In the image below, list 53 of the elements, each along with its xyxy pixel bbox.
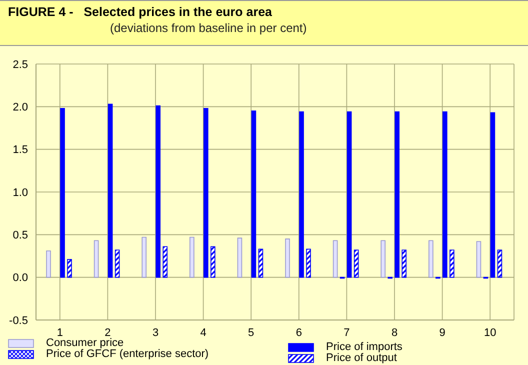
bar <box>285 238 290 278</box>
x-tick-label: 2 <box>104 326 111 339</box>
bar <box>394 111 400 278</box>
bar <box>60 108 65 278</box>
legend-label: Consumer price <box>46 337 124 349</box>
y-tick-label: 0.0 <box>12 272 28 284</box>
legend-label: Price of GFCF (enterprise sector) <box>46 348 209 360</box>
bar <box>490 112 496 278</box>
bar <box>94 240 99 278</box>
bar <box>306 248 311 278</box>
x-tick-label: 9 <box>439 326 446 339</box>
bar <box>108 104 113 278</box>
bar <box>156 105 161 278</box>
y-tick-label: -0.5 <box>9 314 28 327</box>
bar <box>497 250 502 278</box>
bar <box>402 250 407 278</box>
bar <box>442 111 448 278</box>
bar <box>210 246 216 278</box>
bar <box>67 259 72 278</box>
x-tick-label: 3 <box>152 326 159 339</box>
bar <box>299 111 304 278</box>
bar <box>258 248 264 278</box>
x-tick-label: 6 <box>296 326 302 339</box>
bar <box>354 250 359 278</box>
x-tick-label: 8 <box>391 326 398 339</box>
bar <box>162 246 168 278</box>
bar <box>204 108 208 278</box>
y-tick-label: 1.0 <box>12 186 28 199</box>
x-tick-label: 7 <box>344 326 350 339</box>
y-tick-label: 1.5 <box>12 144 28 156</box>
legend-label: Price of imports <box>326 341 402 353</box>
bar <box>380 240 386 278</box>
chart-subtitle: (deviations from baseline in per cent) <box>110 21 308 35</box>
y-tick-label: 2.5 <box>12 58 28 71</box>
bar <box>450 250 454 278</box>
bar <box>428 240 434 278</box>
y-tick-label: 2.0 <box>12 102 28 114</box>
x-tick-label: 5 <box>248 326 254 339</box>
bar <box>251 110 256 278</box>
bar <box>46 250 51 278</box>
bar <box>237 238 242 278</box>
y-tick-label: 0.5 <box>12 230 28 242</box>
chart-title: FIGURE 4 - Selected prices in the euro area <box>8 5 273 19</box>
bar <box>142 236 147 278</box>
bar <box>476 241 482 278</box>
x-tick-label: 4 <box>200 326 206 339</box>
bar <box>114 250 120 278</box>
bar <box>346 111 352 278</box>
legend-label: Price of output <box>326 352 397 364</box>
bar <box>190 236 194 278</box>
x-tick-label: 10 <box>484 326 496 339</box>
bar <box>332 240 338 278</box>
x-tick-label: 1 <box>56 326 63 339</box>
